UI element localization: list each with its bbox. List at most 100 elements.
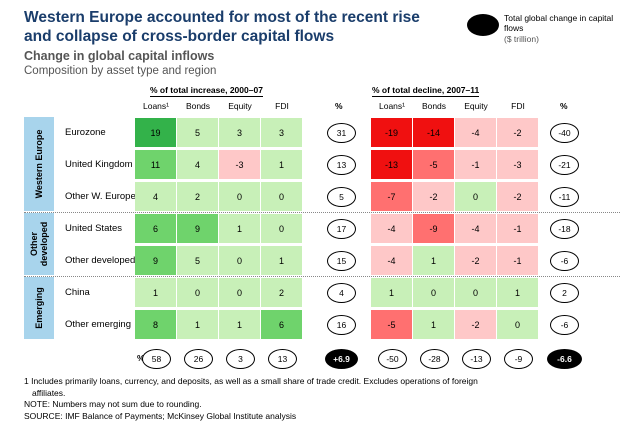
heatmap-cell-decline: 1 [413, 310, 454, 339]
heatmap-cell-increase: -3 [219, 150, 260, 179]
heatmap-cell-decline: -4 [455, 214, 496, 243]
total-oval-increase: 4 [327, 283, 356, 303]
heatmap-cell-decline: -2 [455, 246, 496, 275]
total-oval-decline: 2 [550, 283, 579, 303]
column-header-decline: Equity [464, 101, 488, 111]
total-oval-decline: -6 [550, 251, 579, 271]
total-oval-increase: 17 [327, 219, 356, 239]
source-note: SOURCE: IMF Balance of Payments; McKinse… [24, 410, 297, 421]
heatmap-cell-decline: -2 [497, 182, 538, 211]
heatmap-cell-decline: 0 [413, 278, 454, 307]
heatmap-cell-increase: 9 [177, 214, 218, 243]
group-label-text: Emerging [34, 287, 44, 329]
chart-subtitle-secondary: Composition by asset type and region [24, 65, 217, 77]
total-oval-increase: 31 [327, 123, 356, 143]
notes: 1 Includes primarily loans, currency, an… [24, 376, 604, 422]
group-label-text: Other developed [29, 221, 49, 267]
heatmap-cell-decline: 0 [455, 278, 496, 307]
region-label: United States [65, 223, 123, 234]
heatmap-cell-decline: -4 [455, 118, 496, 147]
heatmap-cell-decline: -1 [497, 214, 538, 243]
heatmap-cell-decline: 1 [413, 246, 454, 275]
heatmap-cell-decline: -14 [413, 118, 454, 147]
column-header-decline: FDI [511, 101, 525, 111]
column-header-increase: Loans¹ [143, 101, 169, 111]
heatmap-cell-decline: 0 [497, 310, 538, 339]
heatmap-cell-increase: 1 [135, 278, 176, 307]
column-header-increase: Bonds [185, 101, 211, 111]
heatmap-cell-increase: 4 [177, 150, 218, 179]
heatmap-cell-increase: 9 [135, 246, 176, 275]
column-header-increase: FDI [275, 101, 289, 111]
column-header-decline: Bonds [421, 101, 447, 111]
heatmap-cell-increase: 1 [261, 246, 302, 275]
total-oval-increase: 5 [327, 187, 356, 207]
region-label: China [65, 287, 90, 298]
total-oval-decline: -6 [550, 315, 579, 335]
heatmap-cell-increase: 0 [219, 182, 260, 211]
heatmap-cell-increase: 1 [261, 150, 302, 179]
column-total-oval-increase: 58 [142, 349, 171, 369]
panel-title-decline: % of total decline, 2007–11 [372, 85, 480, 97]
column-total-oval-increase: 26 [184, 349, 213, 369]
total-oval-decline: -18 [550, 219, 579, 239]
heatmap-cell-increase: 2 [177, 182, 218, 211]
heatmap-cell-decline: -13 [371, 150, 412, 179]
heatmap-cell-increase: 6 [135, 214, 176, 243]
total-oval-increase: 16 [327, 315, 356, 335]
heatmap-cell-increase: 1 [177, 310, 218, 339]
footnote-1-cont: affiliates. [32, 387, 66, 398]
heatmap-cell-increase: 0 [261, 214, 302, 243]
heatmap-cell-decline: -9 [413, 214, 454, 243]
heatmap-cell-decline: 1 [497, 278, 538, 307]
heatmap-cell-increase: 2 [261, 278, 302, 307]
totals-label: % [137, 353, 145, 363]
heatmap-cell-decline: -2 [497, 118, 538, 147]
column-header-increase: Equity [228, 101, 252, 111]
heatmap-cell-decline: -5 [371, 310, 412, 339]
total-oval-increase: 13 [327, 155, 356, 175]
region-label: Other developed [65, 255, 136, 266]
heatmap-cell-decline: 1 [371, 278, 412, 307]
column-header-decline-total: % [560, 101, 568, 111]
column-total-oval-decline: -50 [378, 349, 407, 369]
heatmap-cell-decline: -4 [371, 214, 412, 243]
heatmap-cell-increase: 8 [135, 310, 176, 339]
heatmap-cell-decline: -19 [371, 118, 412, 147]
heatmap-cell-increase: 1 [219, 310, 260, 339]
chart-title: Western Europe accounted for most of the… [24, 9, 420, 45]
heatmap-cell-increase: 6 [261, 310, 302, 339]
region-label: United Kingdom [65, 159, 133, 170]
panel-title-increase: % of total increase, 2000–07 [150, 85, 263, 97]
heatmap-cell-increase: 5 [177, 118, 218, 147]
total-oval-decline: -21 [550, 155, 579, 175]
heatmap-cell-increase: 4 [135, 182, 176, 211]
heatmap-cell-increase: 0 [219, 246, 260, 275]
column-total-oval-decline: -9 [504, 349, 533, 369]
total-oval-decline: -11 [550, 187, 579, 207]
chart-subtitle: Change in global capital inflows [24, 49, 215, 63]
heatmap-cell-decline: -1 [455, 150, 496, 179]
group-label: Emerging [24, 277, 54, 339]
group-separator [24, 212, 621, 213]
grand-total-oval-increase: +6.9 [325, 349, 358, 369]
heatmap-cell-decline: -5 [413, 150, 454, 179]
note-rounding: NOTE: Numbers may not sum due to roundin… [24, 399, 202, 409]
group-label-text: Western Europe [34, 129, 44, 199]
heatmap-cell-decline: 0 [455, 182, 496, 211]
heatmap-cell-increase: 11 [135, 150, 176, 179]
heatmap-cell-decline: -7 [371, 182, 412, 211]
heatmap-cell-increase: 3 [219, 118, 260, 147]
heatmap-cell-increase: 0 [177, 278, 218, 307]
column-header-decline: Loans¹ [379, 101, 405, 111]
legend-text: Total global change in capital flows [504, 13, 614, 33]
legend: Total global change in capital flows ($ … [467, 12, 617, 48]
region-label: Other emerging [65, 319, 132, 330]
grand-total-oval-decline: -6.6 [547, 349, 582, 369]
heatmap-cell-increase: 0 [261, 182, 302, 211]
heatmap-cell-decline: -2 [413, 182, 454, 211]
column-total-oval-decline: -28 [420, 349, 449, 369]
legend-unit: ($ trillion) [504, 34, 539, 44]
heatmap-cell-increase: 1 [219, 214, 260, 243]
column-total-oval-decline: -13 [462, 349, 491, 369]
